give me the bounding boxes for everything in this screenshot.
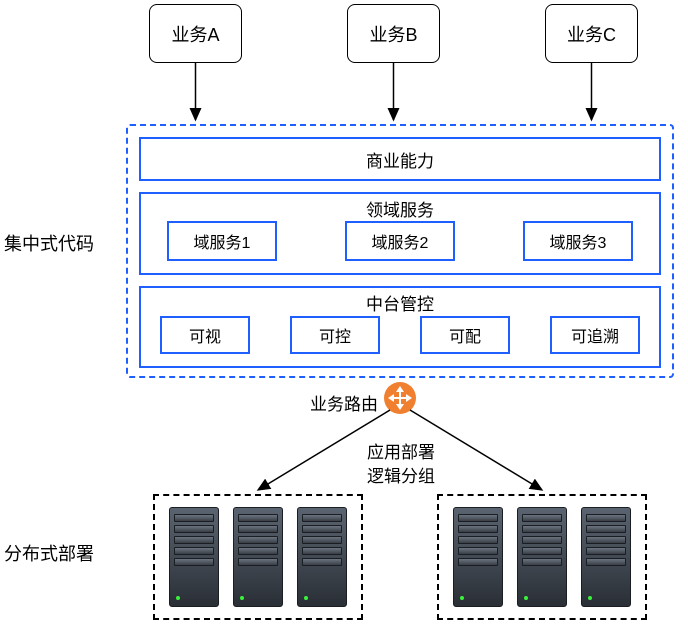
server-icon bbox=[453, 507, 503, 607]
control-item-label: 可控 bbox=[319, 323, 351, 347]
side-label-centralized: 集中式代码 bbox=[4, 230, 94, 256]
server-icon bbox=[297, 507, 347, 607]
control-item-0: 可视 bbox=[160, 316, 250, 354]
domain-item-2: 域服务3 bbox=[523, 221, 633, 261]
domain-item-label: 域服务3 bbox=[550, 229, 607, 253]
control-item-label: 可追溯 bbox=[571, 323, 619, 347]
server-group-0 bbox=[153, 494, 363, 620]
control-item-1: 可控 bbox=[290, 316, 380, 354]
server-icon bbox=[233, 507, 283, 607]
domain-title: 领域服务 bbox=[366, 196, 434, 221]
control-item-label: 可配 bbox=[449, 323, 481, 347]
server-icon bbox=[517, 507, 567, 607]
server-group-1 bbox=[437, 494, 647, 620]
domain-item-1: 域服务2 bbox=[345, 221, 455, 261]
domain-item-label: 域服务1 bbox=[194, 229, 251, 253]
deploy-label-2: 逻辑分组 bbox=[367, 462, 435, 487]
control-item-label: 可视 bbox=[189, 323, 221, 347]
domain-item-label: 域服务2 bbox=[372, 229, 429, 253]
capability-box: 商业能力 bbox=[139, 137, 661, 181]
top-arrows bbox=[0, 0, 688, 130]
side-label-distributed: 分布式部署 bbox=[4, 540, 94, 566]
control-item-2: 可配 bbox=[420, 316, 510, 354]
server-icon bbox=[169, 507, 219, 607]
domain-item-0: 域服务1 bbox=[167, 221, 277, 261]
control-item-3: 可追溯 bbox=[550, 316, 640, 354]
capability-label: 商业能力 bbox=[366, 147, 434, 172]
control-title: 中台管控 bbox=[366, 290, 434, 315]
server-icon bbox=[581, 507, 631, 607]
deploy-label-1: 应用部署 bbox=[367, 438, 435, 463]
